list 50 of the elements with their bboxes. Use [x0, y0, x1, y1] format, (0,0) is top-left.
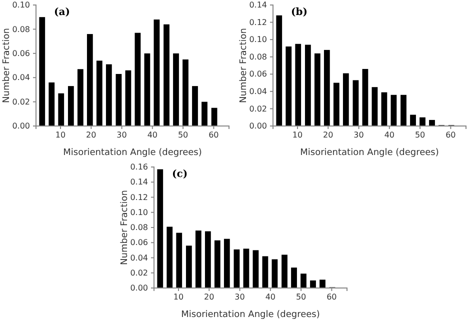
y-tick-label: 0.02: [12, 97, 30, 106]
y-tick-label: 0.08: [12, 24, 30, 34]
y-tick-label: 0.02: [249, 104, 267, 114]
x-axis-title: Misorientation Angle (degrees): [63, 148, 202, 158]
x-tick-label: 40: [265, 292, 276, 302]
x-axis-title: Misorientation Angle (degrees): [300, 148, 439, 158]
y-axis-title: Number Fraction: [239, 28, 249, 103]
y-tick-label: 0.10: [12, 0, 30, 10]
x-tick-label: 10: [55, 130, 66, 140]
x-tick-label: 20: [323, 130, 334, 140]
y-tick-label: 0.00: [12, 122, 30, 131]
chart-title: (c): [172, 169, 188, 180]
y-tick-label: 0.00: [130, 284, 148, 293]
chart-title: (a): [54, 7, 70, 18]
y-tick-label: 0.14: [130, 178, 148, 187]
x-axis-title: Misorientation Angle (degrees): [181, 310, 320, 320]
x-tick-label: 10: [292, 130, 303, 140]
x-tick-label: 10: [173, 292, 184, 302]
y-tick-label: 0.12: [249, 18, 267, 27]
x-tick-label: 50: [296, 292, 306, 302]
y-tick-label: 0.00: [249, 122, 267, 131]
x-tick-label: 30: [354, 130, 364, 140]
x-tick-label: 50: [414, 130, 426, 140]
y-tick-label: 0.04: [249, 86, 267, 96]
x-tick-label: 60: [446, 130, 456, 140]
y-tick-label: 0.04: [12, 73, 30, 82]
x-tick-label: 30: [116, 130, 127, 140]
x-tick-label: 60: [326, 292, 337, 302]
y-tick-label: 0.12: [130, 192, 148, 202]
y-tick-label: 0.10: [130, 208, 148, 217]
x-tick-label: 20: [204, 292, 214, 302]
y-tick-label: 0.08: [249, 52, 267, 62]
y-tick-label: 0.14: [249, 0, 267, 10]
y-tick-label: 0.02: [130, 268, 148, 278]
chart-title: (b): [291, 7, 308, 18]
y-tick-label: 0.04: [130, 253, 148, 262]
x-tick-label: 30: [234, 292, 245, 302]
y-tick-label: 0.06: [249, 70, 267, 79]
x-tick-label: 40: [147, 130, 158, 140]
x-tick-label: 60: [208, 130, 219, 140]
y-tick-label: 0.06: [130, 238, 148, 248]
y-axis-title: Number Fraction: [120, 190, 130, 265]
x-tick-label: 50: [178, 130, 188, 140]
x-tick-label: 20: [86, 130, 96, 140]
y-tick-label: 0.16: [130, 162, 148, 172]
y-axis-title: Number Fraction: [2, 28, 12, 103]
y-tick-label: 0.06: [12, 48, 30, 58]
y-tick-label: 0.10: [249, 35, 267, 44]
y-tick-label: 0.08: [130, 223, 148, 232]
x-tick-label: 40: [384, 130, 395, 140]
